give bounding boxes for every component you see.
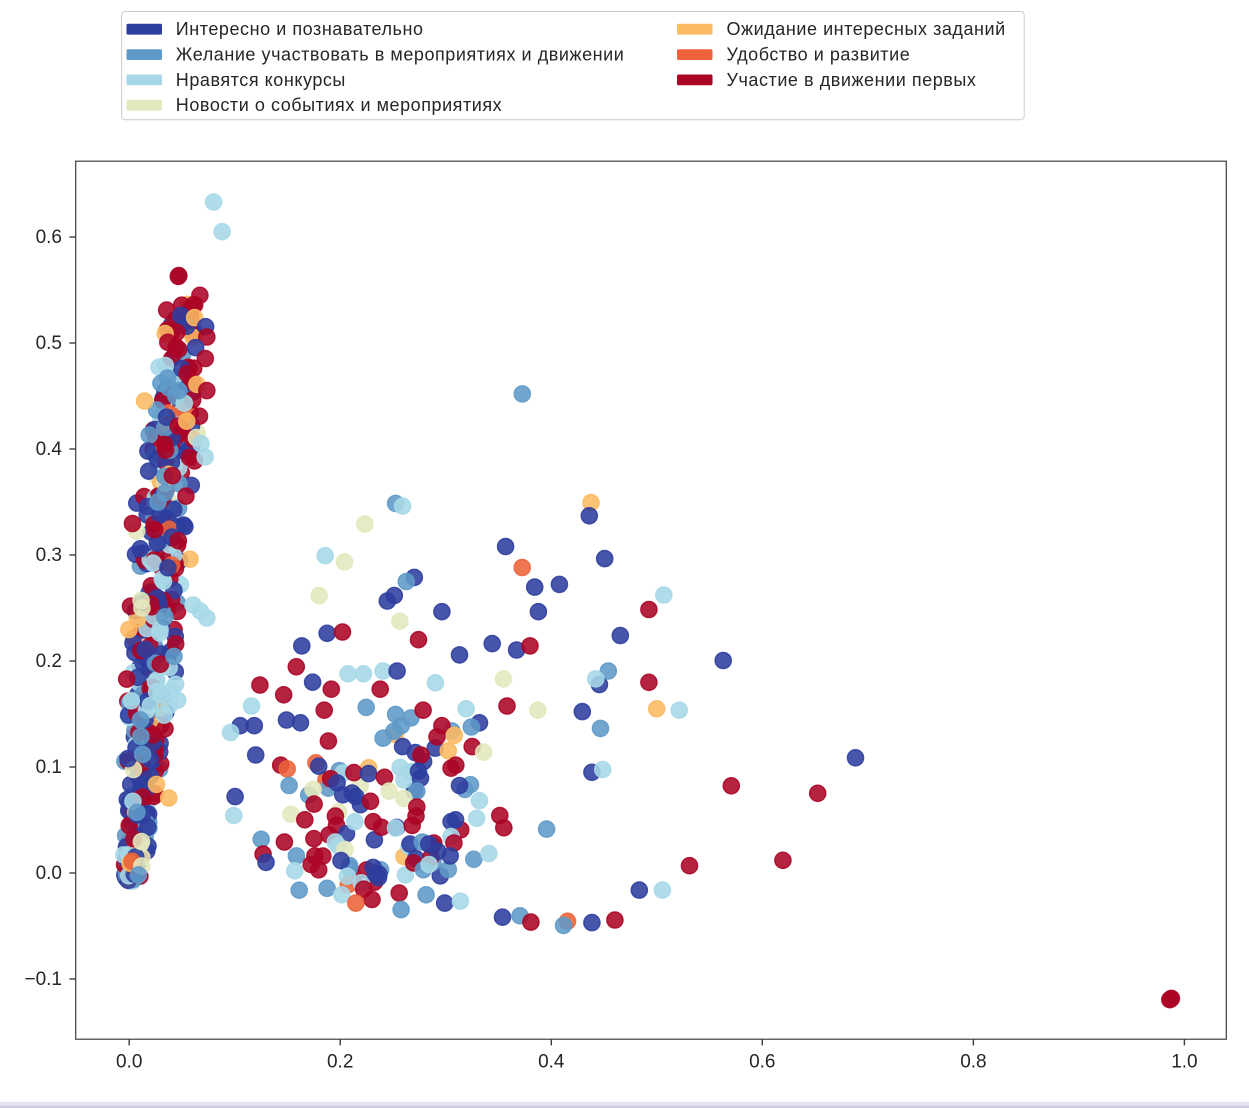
svg-text:0.4: 0.4 [36,439,63,460]
svg-text:0.4: 0.4 [538,1052,565,1073]
svg-text:Желание участвовать в мероприя: Желание участвовать в мероприятиях и дви… [176,45,625,65]
svg-text:1.0: 1.0 [1171,1052,1197,1073]
svg-text:0.8: 0.8 [960,1052,986,1073]
svg-text:Ожидание интересных заданий: Ожидание интересных заданий [727,19,1006,39]
svg-text:0.1: 0.1 [36,757,62,778]
svg-text:0.2: 0.2 [327,1052,353,1073]
svg-text:0.5: 0.5 [36,333,62,354]
svg-text:Нравятся конкурсы: Нравятся конкурсы [176,70,346,90]
svg-text:Участие в движении первых: Участие в движении первых [727,70,977,90]
svg-text:0.6: 0.6 [36,227,62,248]
svg-text:0.2: 0.2 [36,651,62,672]
svg-text:0.0: 0.0 [36,863,62,884]
svg-text:−0.1: −0.1 [24,969,62,990]
svg-text:0.6: 0.6 [749,1052,775,1073]
svg-text:0.0: 0.0 [116,1052,142,1073]
svg-text:Новости о событиях и мероприят: Новости о событиях и мероприятиях [176,95,502,115]
svg-text:Удобство и развитие: Удобство и развитие [727,45,911,65]
svg-text:0.3: 0.3 [36,545,62,566]
svg-text:Интересно и познавательно: Интересно и познавательно [176,19,424,39]
